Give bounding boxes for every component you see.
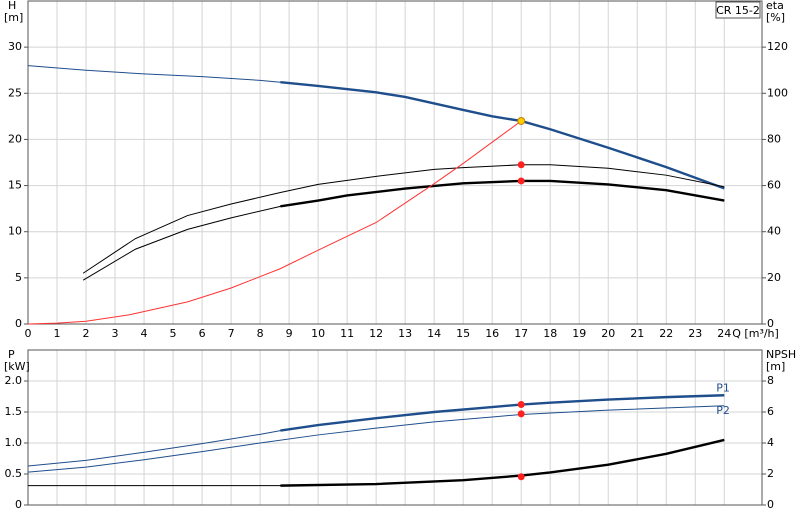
x-tick-label: 5 — [170, 327, 177, 340]
operating-point — [517, 116, 526, 125]
y-tick-label: 2.0 — [5, 374, 23, 387]
curve-bold — [280, 394, 725, 432]
curve-bold — [280, 438, 725, 487]
x-tick-label: 4 — [141, 327, 148, 340]
curve — [27, 120, 522, 325]
curve-label: P2 — [716, 404, 730, 417]
curve — [27, 405, 725, 473]
y2-tick-label: 0 — [767, 317, 774, 330]
legend-box — [715, 1, 761, 19]
operating-point — [517, 410, 525, 418]
y-tick-label: 10 — [8, 225, 22, 238]
operating-point — [517, 177, 525, 185]
x-tick-label: 3 — [112, 327, 119, 340]
y2-tick-label: 6 — [767, 405, 774, 418]
y2-tick-label: 60 — [767, 179, 781, 192]
y-tick-label: 1.5 — [5, 405, 23, 418]
y2-tick-label: 8 — [767, 374, 774, 387]
x-tick-label: 7 — [228, 327, 235, 340]
y2-tick-label: 0 — [767, 498, 774, 511]
y2-tick-label: 4 — [767, 436, 774, 449]
y2-tick-label: 100 — [767, 86, 788, 99]
x-tick-label: 1 — [54, 327, 61, 340]
x-tick-label: 2 — [83, 327, 90, 340]
y-axis-label: P — [8, 348, 15, 361]
operating-point — [517, 161, 525, 169]
y2-tick-label: 20 — [767, 271, 781, 284]
y2-axis-label: eta — [766, 0, 784, 12]
plot-frame — [27, 349, 763, 506]
x-tick-label: 21 — [630, 327, 644, 340]
x-tick-label: 13 — [398, 327, 412, 340]
y-tick-label: 0 — [15, 498, 22, 511]
x-tick-label: 16 — [485, 327, 499, 340]
y2-axis-unit: [m] — [766, 360, 785, 373]
y-tick-label: 1.0 — [5, 436, 23, 449]
x-tick-label: 11 — [340, 327, 354, 340]
x-tick-label: 9 — [286, 327, 293, 340]
y-axis-label: H — [8, 0, 16, 12]
curve-label: P1 — [716, 381, 730, 394]
x-tick-label: 0 — [25, 327, 32, 340]
operating-point — [517, 473, 525, 481]
curve — [82, 180, 725, 281]
curve-bold — [280, 81, 725, 190]
y2-tick-label: 40 — [767, 225, 781, 238]
legend-text: CR 15-2 — [716, 4, 760, 17]
y-axis-unit: [m] — [4, 11, 23, 24]
x-tick-label: 10 — [311, 327, 325, 340]
y-tick-label: 15 — [8, 179, 22, 192]
x-axis-label: Q [m³/h] — [732, 327, 779, 340]
y2-tick-label: 2 — [767, 467, 774, 480]
x-tick-label: 24 — [717, 327, 731, 340]
y-tick-label: 5 — [15, 271, 22, 284]
y-tick-label: 20 — [8, 132, 22, 145]
x-tick-label: 15 — [456, 327, 470, 340]
y2-tick-label: 120 — [767, 40, 788, 53]
y-axis-unit: [kW] — [4, 360, 30, 373]
plot-frame — [27, 0, 763, 325]
x-tick-label: 8 — [257, 327, 264, 340]
curve — [82, 164, 725, 274]
x-tick-label: 22 — [659, 327, 673, 340]
y-tick-label: 0 — [15, 317, 22, 330]
y2-tick-label: 80 — [767, 132, 781, 145]
x-tick-label: 17 — [514, 327, 528, 340]
x-tick-label: 20 — [601, 327, 615, 340]
y-tick-label: 0.5 — [5, 467, 23, 480]
x-tick-label: 14 — [427, 327, 441, 340]
x-tick-label: 6 — [199, 327, 206, 340]
y2-axis-label: NPSH — [766, 348, 796, 361]
y2-axis-unit: [%] — [766, 11, 785, 24]
y-tick-label: 30 — [8, 40, 22, 53]
x-tick-label: 12 — [369, 327, 383, 340]
curve-bold — [280, 179, 725, 208]
x-tick-label: 23 — [688, 327, 702, 340]
x-tick-label: 19 — [572, 327, 586, 340]
y-tick-label: 25 — [8, 86, 22, 99]
operating-point — [517, 401, 525, 409]
x-tick-label: 18 — [543, 327, 557, 340]
